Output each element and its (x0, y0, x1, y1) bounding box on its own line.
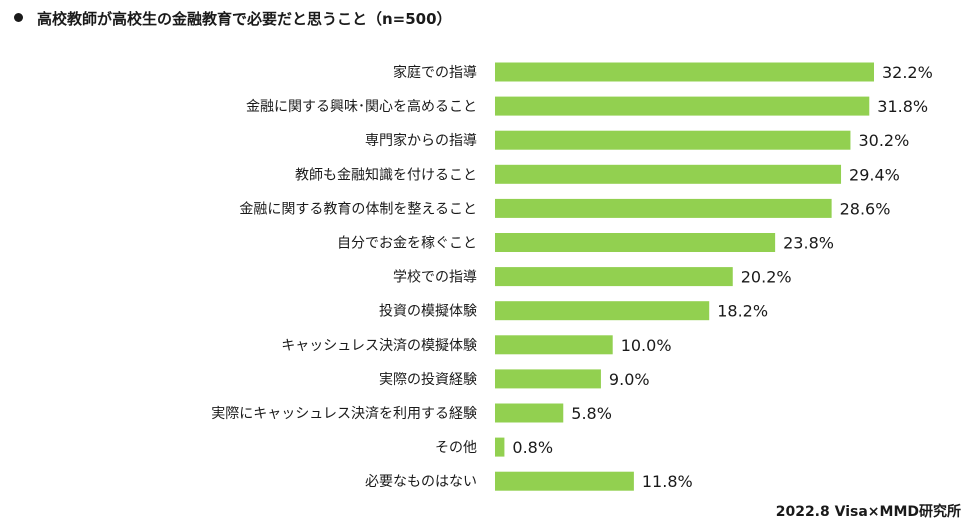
bar (495, 267, 733, 287)
value-label: 11.8% (642, 472, 693, 491)
category-label: 実際の投資経験 (379, 372, 477, 388)
value-label: 23.8% (783, 234, 834, 253)
category-label: 投資の模擬体験 (379, 304, 477, 320)
value-label: 29.4% (849, 165, 900, 184)
category-label: 実際にキャッシュレス決済を利用する経験 (211, 406, 477, 422)
bullet-icon (14, 13, 23, 22)
bar (495, 130, 851, 150)
bar (495, 96, 870, 116)
value-label: 9.0% (609, 370, 650, 389)
bar (495, 198, 832, 218)
category-label: 専門家からの指導 (365, 132, 477, 149)
value-label: 5.8% (571, 404, 612, 423)
category-label: 金融に関する教育の体制を整えること (239, 201, 477, 217)
value-label: 0.8% (512, 438, 553, 457)
category-label: 必要なものはない (365, 474, 477, 490)
value-label: 10.0% (621, 336, 672, 355)
category-label: 金融に関する興味･関心を高めること (246, 98, 477, 115)
bar (495, 369, 601, 389)
value-label: 32.2% (882, 63, 933, 82)
value-label: 31.8% (877, 97, 928, 116)
bar (495, 335, 613, 355)
chart-title: 高校教師が高校生の金融教育で必要だと思うこと（n=500） (14, 8, 452, 29)
category-label: キャッシュレス決済の模擬体験 (281, 338, 477, 354)
category-label: 家庭での指導 (393, 64, 477, 81)
bar (495, 233, 776, 252)
value-label: 28.6% (840, 199, 891, 218)
category-label: その他 (435, 440, 477, 456)
category-label: 学校での指導 (393, 269, 477, 286)
bar (495, 471, 634, 491)
bar (495, 164, 842, 184)
source-credit: 2022.8 Visa×MMD研究所 (775, 504, 961, 520)
bar (495, 403, 564, 423)
category-label: 教師も金融知識を付けること (295, 166, 477, 183)
category-label: 自分でお金を稼ぐこと (337, 236, 477, 252)
value-label: 30.2% (858, 131, 909, 150)
value-label: 20.2% (741, 268, 792, 287)
bar (495, 301, 710, 321)
bar (495, 437, 505, 457)
value-label: 18.2% (717, 302, 768, 321)
bar (495, 62, 874, 82)
